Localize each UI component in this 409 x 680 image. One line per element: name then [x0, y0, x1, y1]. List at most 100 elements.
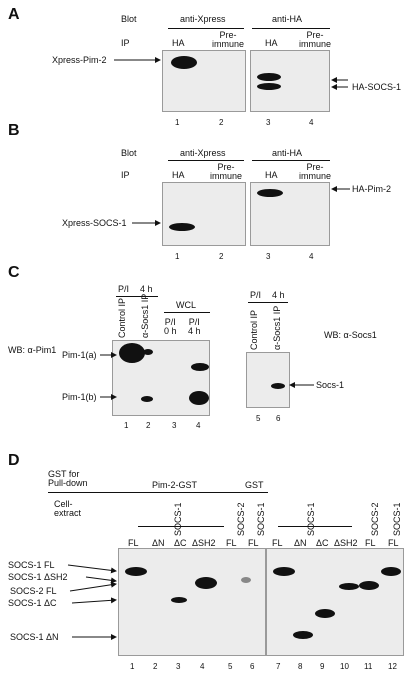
- panel-b-bar-ha: [252, 160, 330, 161]
- panel-b-ip-ha-2: HA: [265, 170, 278, 180]
- panel-a-marker-xpress-pim2: Xpress-Pim-2: [52, 55, 107, 65]
- panel-d-lane-10: 10: [340, 662, 349, 671]
- panel-d-label: D: [8, 452, 20, 469]
- panel-d-lane-label-fl-11: FL: [365, 538, 376, 548]
- panel-d-lane-4: 4: [200, 662, 205, 671]
- panel-a-band-lane1: [171, 56, 197, 69]
- panel-d-lane-label-dn-2: ΔN: [152, 538, 165, 548]
- panel-d-band-lane11-socs2-fl: [359, 581, 379, 590]
- panel-a-blot-label: Blot: [121, 14, 137, 24]
- panel-d-blot-left: [118, 548, 266, 656]
- panel-d-lane-1: 1: [130, 662, 135, 671]
- panel-a-marker-ha-socs1: HA-SOCS-1: [352, 82, 402, 92]
- panel-d-lane-6: 6: [250, 662, 255, 671]
- panel-c-wb-pim1: WB: α-Pim1: [8, 345, 57, 355]
- panel-d-lane-label-fl-12: FL: [388, 538, 399, 548]
- panel-a-preimmune-2-line1: Pre-: [306, 30, 324, 40]
- panel-a-blot-left: [162, 50, 246, 112]
- panel-a-preimmune-1-line1: Pre-: [219, 30, 237, 40]
- panel-c-pi-0h-line2: 0 h: [164, 326, 177, 336]
- arrow-d-socs1-fl: [67, 564, 117, 574]
- panel-c-blot-left: [112, 340, 210, 416]
- panel-b-lane-3: 3: [266, 252, 271, 261]
- panel-c-marker-socs1: Socs-1: [316, 380, 345, 390]
- panel-c-band-lane2-pim1b: [141, 396, 153, 402]
- panel-d-band-lane7-socs1-fl: [273, 567, 295, 576]
- panel-d-lane-label-dc-9: ΔC: [316, 538, 329, 548]
- panel-d-lane-12: 12: [388, 662, 397, 671]
- arrow-d-socs2-fl: [69, 581, 117, 592]
- panel-c-band-lane2-pim1a: [143, 349, 153, 355]
- panel-c-blot-right: [246, 352, 290, 408]
- panel-d-lane-5: 5: [228, 662, 233, 671]
- panel-a-anti-xpress: anti-Xpress: [180, 14, 226, 24]
- panel-b-preimmune-2-line1: Pre-: [306, 162, 324, 172]
- panel-c-time-left: 4 h: [140, 284, 153, 294]
- panel-c-wb-socs1: WB: α-Socs1: [324, 330, 377, 340]
- panel-d-gst-for-pulldown: GST for Pull-down: [48, 470, 88, 488]
- panel-c-pi-left: P/I: [118, 284, 130, 294]
- panel-b-preimmune-1-line2: immune: [210, 171, 243, 181]
- panel-b-ip-label: IP: [121, 170, 130, 180]
- panel-c-bar-pi-left: [116, 296, 158, 297]
- panel-d-cell-extract: Cell- extract: [54, 500, 81, 518]
- panel-c-band-lane6-socs1: [271, 383, 285, 389]
- panel-d-marker-socs1-dn: SOCS-1 ΔN: [10, 632, 59, 642]
- panel-b-marker-xpress-socs1: Xpress-SOCS-1: [62, 218, 127, 228]
- panel-d-band-lane3-socs1-dc: [171, 597, 187, 603]
- panel-b-band-lane1: [169, 223, 195, 231]
- panel-d-cell-line2: extract: [54, 508, 82, 518]
- panel-a-bar-xpress: [168, 28, 244, 29]
- panel-d-lane-label-dn-8: ΔN: [294, 538, 307, 548]
- panel-b-ip-preimmune-2: Pre- immune: [299, 163, 331, 181]
- arrow-d-socs1-dsh2: [85, 576, 117, 584]
- panel-b-blot-left: [162, 182, 246, 246]
- panel-d-band-lane6-faint: [241, 577, 251, 583]
- panel-a-blot-right: [250, 50, 330, 112]
- panel-a-lane-1: 1: [175, 118, 180, 127]
- panel-d-gst-for-line1: GST for: [48, 469, 80, 479]
- panel-d-band-lane10-socs1-dsh2: [339, 583, 359, 590]
- panel-d-marker-socs2-fl: SOCS-2 FL: [10, 586, 57, 596]
- panel-d-lane-3: 3: [176, 662, 181, 671]
- panel-a-preimmune-2-line2: immune: [299, 39, 332, 49]
- panel-b-blot-right: [250, 182, 330, 246]
- panel-b-blot-label: Blot: [121, 148, 137, 158]
- panel-d-band-lane1-socs1-fl: [125, 567, 147, 576]
- panel-d-marker-socs1-fl: SOCS-1 FL: [8, 560, 55, 570]
- panel-a-band-lane3-upper: [257, 73, 281, 81]
- panel-b-anti-xpress: anti-Xpress: [180, 148, 226, 158]
- panel-c-marker-pim1a: Pim-1(a): [62, 350, 97, 360]
- panel-c-band-lane4-pim1a: [191, 363, 209, 371]
- panel-d-lane-label-fl-6: FL: [248, 538, 259, 548]
- panel-c-lane-2: 2: [146, 421, 151, 430]
- panel-c-wcl: WCL: [176, 300, 196, 310]
- panel-a-label: A: [8, 6, 20, 23]
- panel-b-lane-1: 1: [175, 252, 180, 261]
- panel-d-bar-pulldown: [48, 492, 268, 493]
- panel-d-lane-7: 7: [276, 662, 281, 671]
- panel-a-ip-preimmune-2: Pre- immune: [299, 31, 331, 49]
- panel-b-anti-ha: anti-HA: [272, 148, 303, 158]
- panel-a-ip-ha-1: HA: [172, 38, 185, 48]
- panel-c-lane-5: 5: [256, 414, 261, 423]
- panel-c-lane-4: 4: [196, 421, 201, 430]
- panel-c-pi-4h-line1: P/I: [188, 317, 200, 327]
- panel-d-marker-socs1-dc: SOCS-1 ΔC: [8, 598, 57, 608]
- panel-c-pi-4h-line2: 4 h: [188, 326, 201, 336]
- panel-a-ip-preimmune-1: Pre- immune: [212, 31, 244, 49]
- panel-d-bar-socs1-left: [138, 526, 224, 527]
- panel-d-lane-label-fl-5: FL: [226, 538, 237, 548]
- panel-c-pi-right: P/I: [250, 290, 262, 300]
- panel-b-lane-4: 4: [309, 252, 314, 261]
- panel-b-preimmune-2-line2: immune: [299, 171, 332, 181]
- panel-c-pi-4h: P/I 4 h: [188, 318, 201, 336]
- panel-b-lane-2: 2: [219, 252, 224, 261]
- panel-d-band-lane4-socs1-dsh2: [195, 577, 217, 589]
- panel-c-pi-0h: P/I 0 h: [164, 318, 177, 336]
- panel-d-lane-8: 8: [298, 662, 303, 671]
- panel-d-cell-line1: Cell-: [54, 499, 73, 509]
- panel-d-bar-socs1-right: [278, 526, 352, 527]
- panel-c-bar-wcl: [164, 312, 210, 313]
